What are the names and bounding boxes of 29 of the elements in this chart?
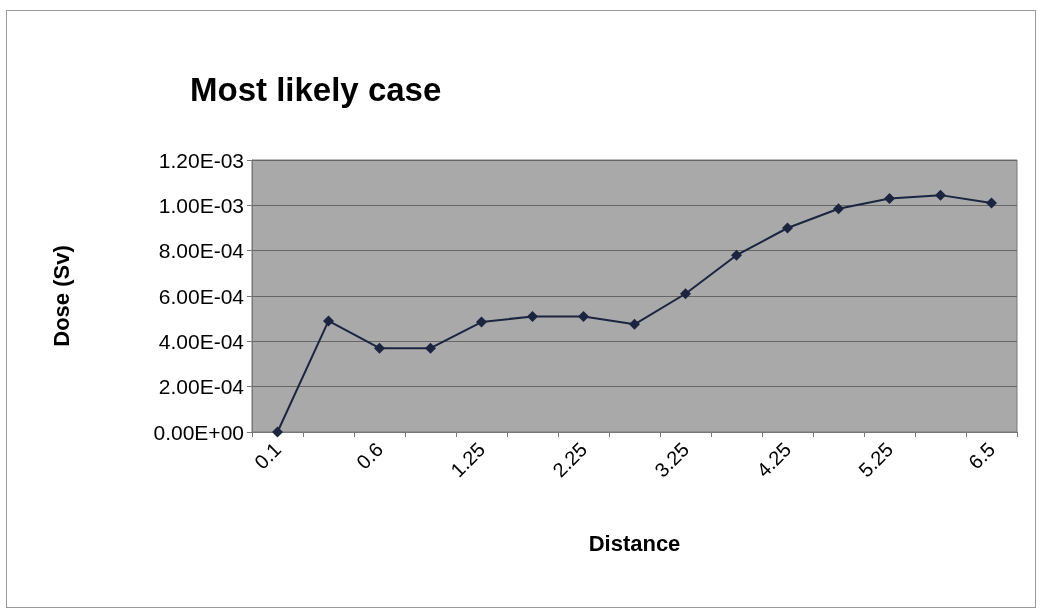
y-tick-label: 1.20E-03 bbox=[158, 148, 244, 172]
y-tick-label: 4.00E-04 bbox=[158, 329, 245, 353]
point bbox=[323, 315, 334, 327]
point bbox=[527, 310, 538, 322]
x-tick-label: 6.5 bbox=[964, 438, 1000, 474]
point bbox=[782, 222, 793, 234]
y-tick-label: 1.00E-03 bbox=[158, 193, 244, 217]
point bbox=[833, 203, 844, 215]
y-axis-title: Dose (Sv) bbox=[48, 245, 74, 347]
x-tick-label: 0.1 bbox=[250, 438, 286, 474]
y-tick-label: 8.00E-04 bbox=[158, 239, 245, 263]
point bbox=[272, 426, 283, 438]
chart-title: Most likely case bbox=[190, 71, 442, 108]
x-axis-title: Distance bbox=[588, 530, 681, 556]
point bbox=[476, 316, 487, 328]
point bbox=[425, 342, 436, 354]
y-tick-label: 2.00E-04 bbox=[158, 375, 245, 399]
point bbox=[578, 310, 589, 322]
y-tick-label: 0.00E+00 bbox=[153, 420, 244, 444]
point bbox=[374, 342, 385, 354]
point bbox=[935, 189, 946, 201]
y-tick-label: 6.00E-04 bbox=[158, 284, 245, 308]
point bbox=[884, 193, 895, 205]
point bbox=[731, 249, 742, 261]
x-tick-label: 0.6 bbox=[352, 438, 388, 474]
x-tick-label: 4.25 bbox=[752, 438, 796, 482]
point bbox=[629, 318, 640, 330]
point bbox=[680, 288, 691, 300]
point bbox=[986, 197, 997, 209]
